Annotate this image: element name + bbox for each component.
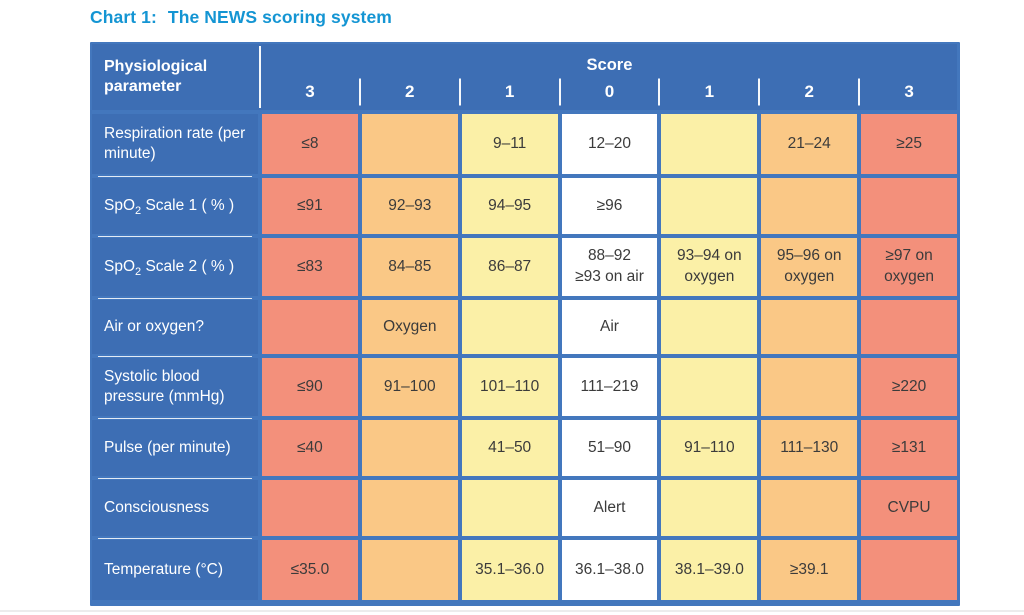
score-cell: ≥25 (861, 114, 957, 174)
score-cell: ≥220 (861, 358, 957, 416)
score-cell: 86–87 (461, 238, 558, 296)
score-cell: Alert (561, 480, 658, 536)
score-cell: ≤91 (262, 178, 358, 234)
chart-number: Chart 1: (90, 7, 157, 27)
score-cell: ≤90 (262, 358, 358, 416)
score-cell: ≥97 on oxygen (861, 238, 957, 296)
score-cell: CVPU (861, 480, 957, 536)
score-cell: ≤40 (262, 420, 358, 476)
score-header: Score (586, 55, 633, 74)
score-cell: 51–90 (561, 420, 658, 476)
score-cell (661, 114, 758, 174)
row-label-systolic-blood-pressure: Systolic blood pressure (mmHg) (92, 355, 258, 416)
score-cell (262, 480, 358, 536)
physiological-parameter-header: Physiological parameter (92, 44, 261, 110)
news-scoring-table: Physiological parameter Score 3 2 1 0 1 … (90, 42, 960, 606)
row-label-pulse: Pulse (per minute) (92, 417, 258, 476)
score-cell: 88–92 ≥93 on air (561, 238, 658, 296)
row-label-temperature: Temperature (°C) (92, 537, 258, 600)
score-cell (461, 480, 558, 536)
score-cell: ≥131 (861, 420, 957, 476)
table-header-row: Physiological parameter Score 3 2 1 0 1 … (92, 44, 957, 110)
score-cell (761, 300, 858, 354)
score-cell: 92–93 (361, 178, 458, 234)
score-cell: 36.1–38.0 (561, 540, 658, 600)
score-cell (361, 480, 458, 536)
row-label-air-or-oxygen: Air or oxygen? (92, 297, 258, 354)
score-cell (461, 300, 558, 354)
score-cell (361, 420, 458, 476)
score-cell (761, 178, 858, 234)
score-cell (861, 178, 957, 234)
score-cell: 21–24 (761, 114, 858, 174)
score-cell: 12–20 (561, 114, 658, 174)
score-cell: 41–50 (461, 420, 558, 476)
score-cell: 95–96 on oxygen (761, 238, 858, 296)
score-col-2-left: 2 (362, 74, 458, 110)
score-cell: ≥39.1 (761, 540, 858, 600)
score-cell: 84–85 (361, 238, 458, 296)
score-cell: 91–110 (661, 420, 758, 476)
score-cell (661, 480, 758, 536)
score-cell: Air (561, 300, 658, 354)
score-cell (761, 358, 858, 416)
score-cell: 93–94 on oxygen (661, 238, 758, 296)
score-cell: 111–130 (761, 420, 858, 476)
score-cell: 111–219 (561, 358, 658, 416)
score-cell (361, 540, 458, 600)
score-cell: 35.1–36.0 (461, 540, 558, 600)
score-cell (761, 480, 858, 536)
score-cell: ≥96 (561, 178, 658, 234)
score-col-3-right: 3 (861, 74, 957, 110)
score-cell (661, 358, 758, 416)
score-cell (262, 300, 358, 354)
score-cell: 94–95 (461, 178, 558, 234)
score-col-0: 0 (562, 74, 658, 110)
score-cell (661, 178, 758, 234)
page-bottom-edge (0, 610, 1024, 612)
score-cell (361, 114, 458, 174)
score-cell: 9–11 (461, 114, 558, 174)
score-cell (861, 300, 957, 354)
row-label-spo2-scale-1: SpO2 Scale 1 ( % ) (92, 175, 258, 234)
page-title: Chart 1: The NEWS scoring system (90, 7, 392, 28)
score-cell (861, 540, 957, 600)
score-cell: 101–110 (461, 358, 558, 416)
score-cell: 91–100 (361, 358, 458, 416)
score-cell: 38.1–39.0 (661, 540, 758, 600)
score-cell (661, 300, 758, 354)
chart-title-text: The NEWS scoring system (167, 7, 392, 27)
score-cell: ≤8 (262, 114, 358, 174)
row-label-consciousness: Consciousness (92, 477, 258, 536)
score-col-3-left: 3 (305, 82, 315, 101)
row-label-spo2-scale-2: SpO2 Scale 2 ( % ) (92, 235, 258, 296)
score-cell: ≤35.0 (262, 540, 358, 600)
score-col-1-left: 1 (462, 74, 558, 110)
score-cell: ≤83 (262, 238, 358, 296)
score-col-1-right: 1 (661, 74, 757, 110)
score-cell: Oxygen (361, 300, 458, 354)
score-col-2-right: 2 (761, 74, 857, 110)
row-label-respiration-rate: Respiration rate (per minute) (92, 114, 258, 174)
